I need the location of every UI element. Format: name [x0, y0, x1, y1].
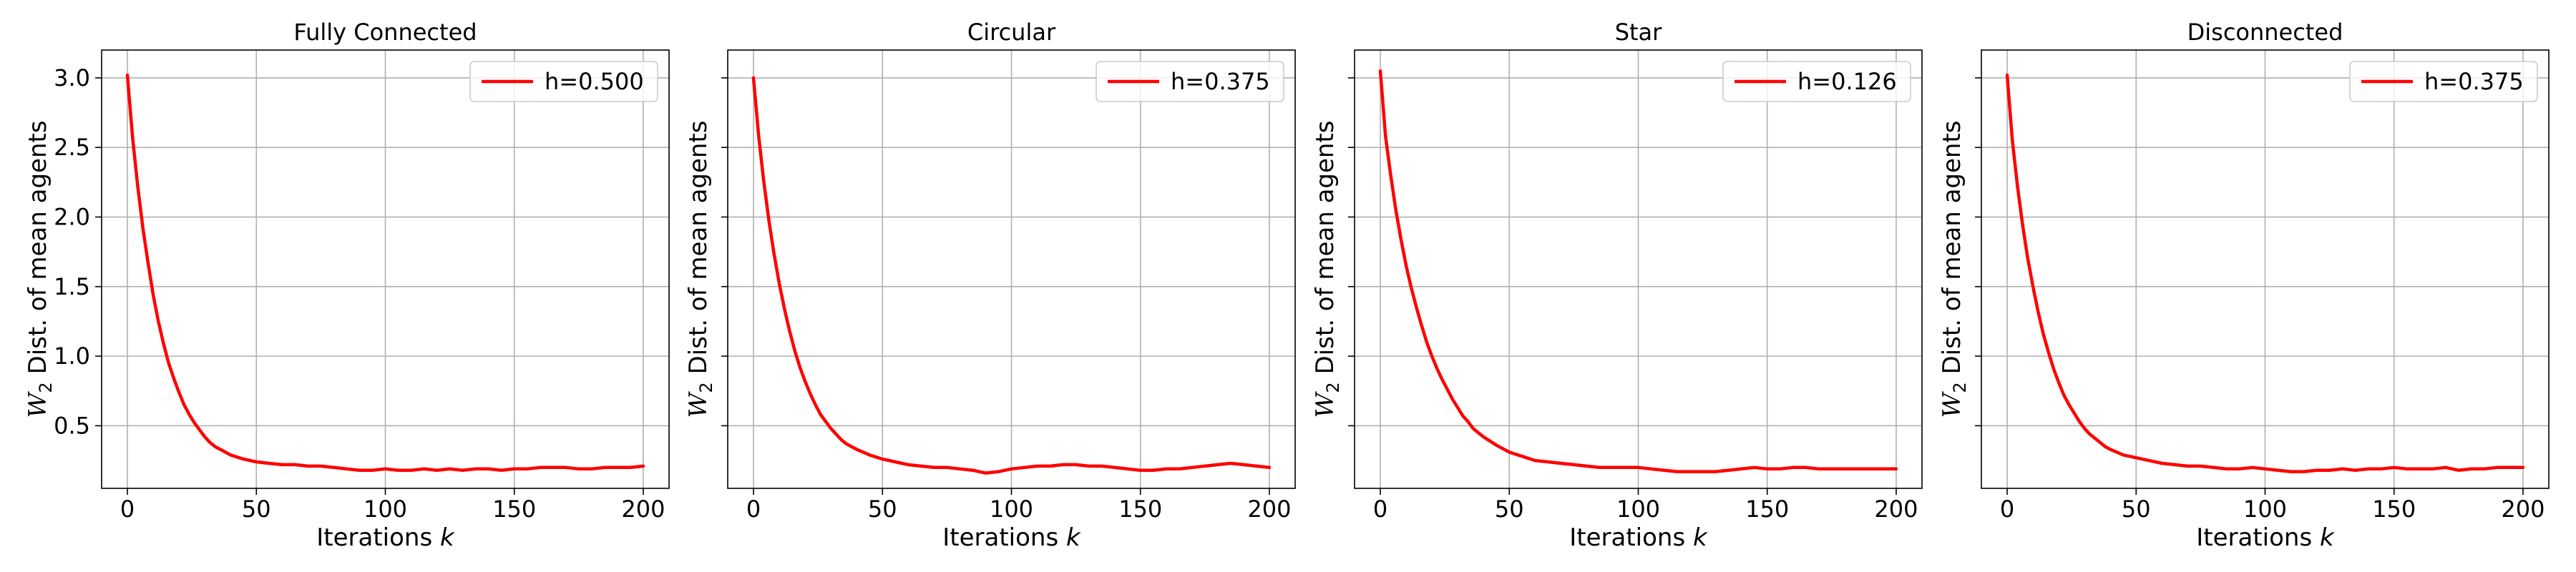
- y-axis-label-text: Dist. of mean agents: [1938, 120, 1966, 382]
- y-axis-label-subscript: 2: [1950, 382, 1970, 393]
- x-axis-label: Iterations k: [316, 523, 455, 552]
- chart-title: Disconnected: [2187, 19, 2343, 46]
- y-axis-label: W2 Dist. of mean agents: [1311, 120, 1343, 418]
- x-tick-label: 0: [746, 495, 761, 523]
- x-tick-label: 150: [492, 495, 536, 523]
- series-line: [2005, 73, 2525, 473]
- y-tick-label: 1.0: [54, 342, 90, 370]
- chart-title: Fully Connected: [293, 19, 477, 46]
- x-tick-label: 50: [2122, 495, 2151, 523]
- legend-box: [469, 61, 658, 102]
- y-tick-label: 2.5: [54, 134, 90, 161]
- x-tick-label: 100: [1616, 495, 1660, 523]
- x-axis-label-text: Iterations: [2196, 523, 2320, 552]
- chart-panel-2: 0 50 100 150 200 Circular Iterations k W2 Dist.…: [684, 19, 1296, 552]
- y-axis-label: W2 Dist. of mean agents: [684, 120, 716, 418]
- chart-title: Star: [1615, 19, 1662, 46]
- x-axis-label: Iterations k: [942, 523, 1081, 552]
- y-axis-label-subscript: 2: [1323, 382, 1343, 393]
- x-axis-label: Iterations k: [1569, 523, 1708, 552]
- y-axis-label-symbol: W: [684, 391, 713, 418]
- x-axis-label: Iterations k: [2196, 523, 2335, 552]
- series-line: [751, 76, 1272, 475]
- y-axis-label-text: Dist. of mean agents: [684, 120, 713, 382]
- y-tick-label: 1.5: [54, 273, 90, 300]
- x-axis-label-variable: k: [1693, 523, 1708, 552]
- y-axis-label: W2 Dist. of mean agents: [24, 120, 56, 418]
- series-line: [1378, 69, 1898, 473]
- x-tick-label: 200: [621, 495, 665, 523]
- y-axis-label-symbol: W: [24, 391, 52, 418]
- chart-panel-4: 0 50 100 150 200 Disconnected Iterations k W2 D…: [1938, 19, 2550, 552]
- x-tick-label: 0: [1373, 495, 1387, 523]
- x-tick-label: 50: [1495, 495, 1524, 523]
- legend-box: [2349, 61, 2538, 102]
- x-tick-label: 100: [990, 495, 1033, 523]
- y-tick-label: 0.5: [54, 412, 90, 439]
- x-tick-label: 200: [1247, 495, 1291, 523]
- x-tick-label: 50: [242, 495, 271, 523]
- x-tick-label: 0: [2000, 495, 2014, 523]
- y-axis-label-text: Dist. of mean agents: [1311, 120, 1340, 382]
- y-axis-label-subscript: 2: [696, 382, 716, 393]
- y-tick-label: 3.0: [54, 64, 90, 92]
- y-axis-label-text: Dist. of mean agents: [24, 120, 52, 382]
- legend-label: h=0.375: [2424, 68, 2524, 95]
- legend-label: h=0.126: [1797, 68, 1897, 95]
- x-tick-label: 150: [2372, 495, 2416, 523]
- x-tick-label: 50: [868, 495, 897, 523]
- x-tick-label: 150: [1745, 495, 1789, 523]
- x-tick-label: 0: [120, 495, 135, 523]
- chart-panel-1: 0 50 100 150 200 0.5 1.0 1.5 2.0 2.5 3.0 Fully Conn…: [24, 19, 670, 552]
- x-tick-label: 100: [364, 495, 407, 523]
- series-line: [125, 73, 645, 472]
- y-axis-label: W2 Dist. of mean agents: [1938, 120, 1970, 418]
- x-axis-label-text: Iterations: [316, 523, 440, 552]
- x-axis-label-variable: k: [1066, 523, 1081, 552]
- x-axis-label-text: Iterations: [1569, 523, 1693, 552]
- x-axis-label-variable: k: [440, 523, 455, 552]
- legend-box: [1722, 61, 1911, 102]
- x-axis-label-text: Iterations: [942, 523, 1066, 552]
- legend-label: h=0.375: [1171, 68, 1270, 95]
- x-axis-label-variable: k: [2320, 523, 2335, 552]
- y-axis-label-symbol: W: [1311, 391, 1340, 418]
- chart-title: Circular: [967, 19, 1056, 46]
- legend-label: h=0.500: [545, 68, 644, 95]
- x-tick-label: 200: [2501, 495, 2545, 523]
- chart-panel-3: 0 50 100 150 200 Star Iterations k W2 Dist. of …: [1311, 19, 1923, 552]
- legend-box: [1096, 61, 1284, 102]
- y-axis-label-symbol: W: [1938, 391, 1966, 418]
- x-tick-label: 200: [1874, 495, 1918, 523]
- y-axis-label-subscript: 2: [36, 382, 56, 393]
- x-tick-label: 150: [1118, 495, 1162, 523]
- x-tick-label: 100: [2243, 495, 2287, 523]
- y-tick-label: 2.0: [54, 204, 90, 231]
